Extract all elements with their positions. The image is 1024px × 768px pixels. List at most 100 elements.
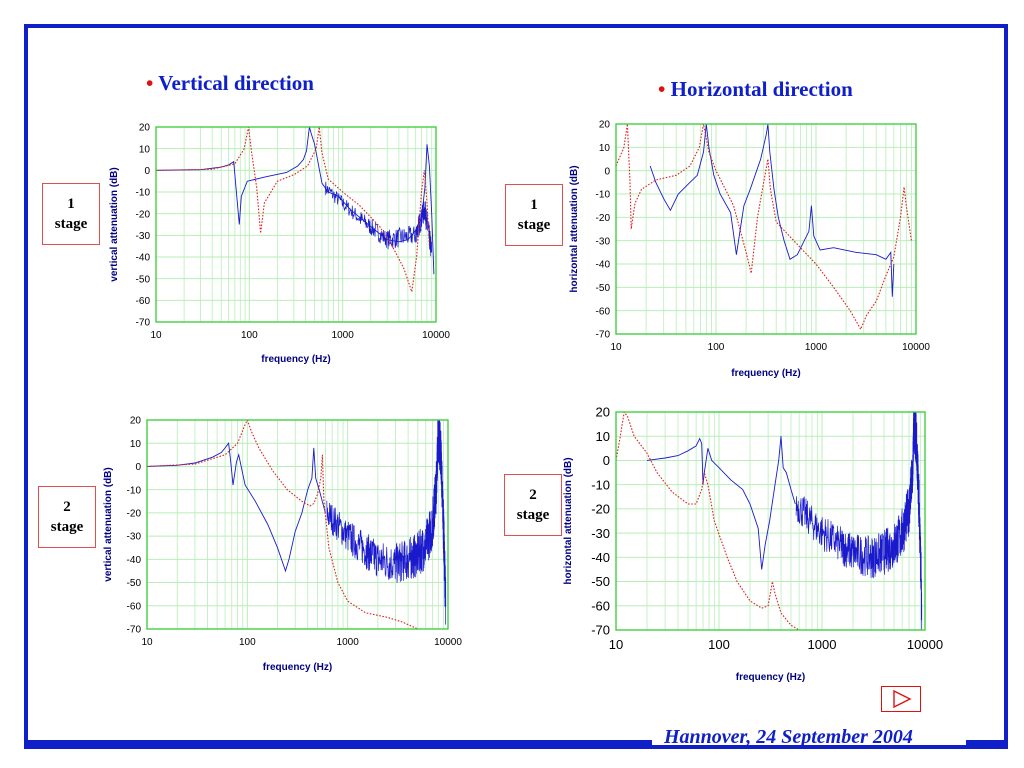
x-tick-label: 10000 [434,637,462,648]
y-tick-label: 10 [596,429,610,444]
x-axis-label: frequency (Hz) [731,368,800,379]
bullet: • [658,77,666,101]
stage-number: 1 [67,196,75,212]
y-tick-label: 20 [599,120,611,131]
slide-border [24,24,1008,749]
dotted-series-line [156,127,430,292]
x-tick-label: 10 [150,330,162,341]
y-tick-label: -70 [591,623,610,638]
gridlines [156,127,436,322]
stage-label-2-vertical: 2 stage [38,486,96,548]
x-tick-label: 10000 [902,342,930,353]
x-tick-label: 100 [708,342,725,353]
heading-vertical-direction: • Vertical direction [146,71,314,96]
y-tick-label: 10 [139,144,151,155]
y-tick-label: -50 [596,283,611,294]
solid-series-line [156,127,435,275]
y-tick-label: -50 [127,578,142,589]
x-axis-label: frequency (Hz) [261,354,330,365]
y-tick-label: -40 [136,253,151,264]
stage-label-1-horizontal: 1 stage [505,184,563,246]
y-tick-label: 20 [596,405,610,420]
heading-vertical-text: Vertical direction [158,71,314,95]
y-tick-label: -10 [127,485,142,496]
x-tick-label: 100 [241,330,258,341]
gridlines [616,124,916,334]
x-tick-label: 10000 [422,330,450,341]
y-axis-label: horizontal attenuation (dB) [563,457,574,584]
play-triangle-icon [893,689,912,709]
stage-number: 2 [63,499,71,515]
y-tick-label: -70 [127,625,142,636]
plot-frame [615,411,926,631]
y-tick-label: -30 [591,526,610,541]
y-tick-label: -20 [591,502,610,517]
y-tick-label: -20 [596,213,611,224]
dotted-series-line [616,124,912,331]
stage-word: stage [54,216,88,232]
solid-series-line [326,420,447,625]
y-tick-label: -60 [127,601,142,612]
solid-series-line [324,181,433,257]
bullet: • [146,71,154,95]
y-tick-label: -60 [591,598,610,613]
x-tick-label: 100 [239,637,256,648]
x-tick-label: 1000 [808,637,837,652]
y-tick-label: -40 [127,555,142,566]
y-tick-label: -70 [596,330,611,341]
x-tick-label: 10 [610,342,622,353]
stage-word: stage [516,507,550,523]
gridlines [616,412,925,630]
next-slide-button[interactable] [881,686,921,712]
x-tick-label: 1000 [332,330,355,341]
y-tick-label: 20 [130,416,142,427]
stage-number: 2 [529,487,537,503]
y-tick-label: -30 [596,236,611,247]
heading-horizontal-direction: • Horizontal direction [658,77,853,102]
y-tick-label: 0 [604,166,610,177]
x-tick-label: 1000 [337,637,360,648]
y-tick-label: 10 [130,439,142,450]
x-tick-label: 1000 [805,342,828,353]
y-tick-label: -30 [136,231,151,242]
x-tick-label: 10 [609,637,623,652]
dotted-series-line [616,412,800,630]
y-tick-label: -10 [596,190,611,201]
solid-series-line [795,412,923,630]
y-tick-label: 0 [144,166,150,177]
solid-series-line [646,436,796,570]
y-tick-label: -60 [136,296,151,307]
plot-frame [615,123,917,335]
footer-text: Hannover, 24 September 2004 [664,726,913,748]
y-tick-label: -50 [136,274,151,285]
gridlines [147,420,448,629]
heading-horizontal-text: Horizontal direction [670,77,853,101]
y-tick-label: -10 [591,477,610,492]
y-tick-label: -40 [596,260,611,271]
y-tick-label: 10 [599,143,611,154]
plot-area [616,124,916,334]
stage-word: stage [517,217,551,233]
y-axis-label: vertical attenuation (dB) [103,467,114,581]
y-tick-label: -70 [136,318,151,329]
stage-number: 1 [530,197,538,213]
footer-rule-right [966,740,1004,745]
x-tick-label: 10000 [907,637,943,652]
y-axis-label: vertical attenuation (dB) [109,167,120,281]
plot-area [156,127,436,322]
x-tick-label: 100 [708,637,730,652]
dotted-series-line [147,420,419,629]
y-tick-label: -60 [596,306,611,317]
y-tick-label: -50 [591,574,610,589]
y-tick-label: 20 [139,123,151,134]
y-tick-label: 0 [135,462,141,473]
plot-area [616,412,925,630]
stage-label-2-horizontal: 2 stage [504,474,562,536]
y-tick-label: -40 [591,550,610,565]
y-tick-label: -10 [136,188,151,199]
x-axis-label: frequency (Hz) [263,662,332,673]
stage-label-1-vertical: 1 stage [42,183,100,245]
